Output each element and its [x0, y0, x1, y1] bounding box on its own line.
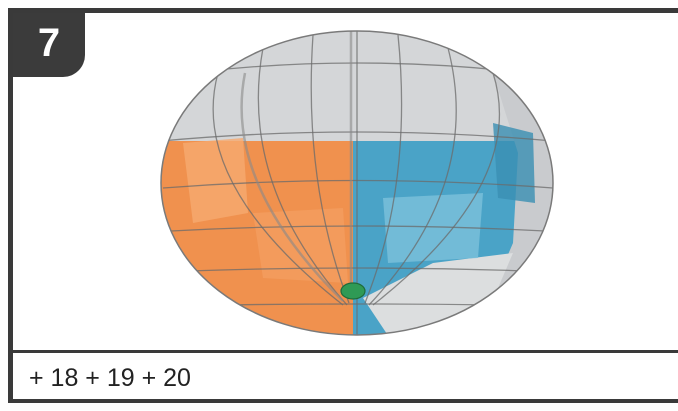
grey-top-band — [163, 31, 543, 141]
orange-facet — [183, 138, 248, 223]
instruction-step-card: 7 — [8, 8, 678, 403]
step-number-badge: 7 — [13, 13, 85, 77]
blue-facet — [383, 193, 483, 263]
orange-facet — [253, 208, 348, 283]
parts-list-text: + 18 + 19 + 20 — [29, 364, 191, 392]
sphere-model — [160, 30, 554, 336]
sphere-outline — [160, 30, 554, 336]
assembled-model-illustration — [160, 30, 554, 336]
section-divider — [13, 350, 678, 353]
green-knob — [340, 282, 366, 300]
blue-facet — [493, 123, 535, 203]
